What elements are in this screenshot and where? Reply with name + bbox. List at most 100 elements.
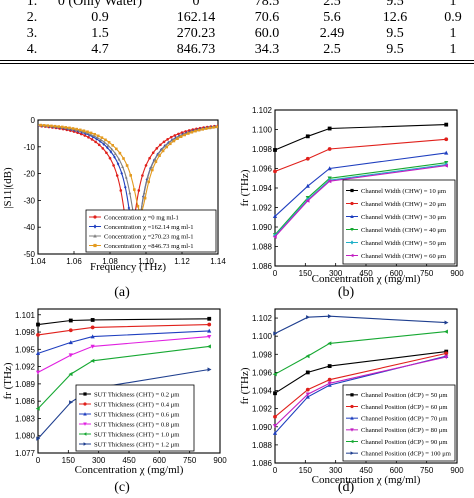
data-point — [68, 353, 73, 358]
table-cell: 34.3 — [254, 42, 280, 57]
data-point — [165, 145, 168, 149]
y-tick-label: -10 — [23, 143, 35, 152]
table-cell: 0.9 — [91, 10, 109, 25]
data-point — [82, 129, 86, 133]
data-point — [69, 400, 74, 405]
table-cell: 1 — [449, 42, 457, 57]
legend-label: Channel Position (dCP) = 80 μm — [361, 427, 448, 434]
y-tick-label: 1.100 — [252, 126, 273, 135]
data-point — [75, 127, 78, 131]
y-tick-label: 1.090 — [252, 223, 273, 232]
data-point — [305, 354, 310, 359]
legend-label: Channel Width (CHW) = 40 μm — [361, 227, 447, 234]
x-tick-label: 0 — [273, 269, 278, 278]
series-line — [274, 356, 447, 427]
table-cell: 1 — [449, 0, 457, 9]
data-point — [110, 147, 114, 151]
legend-label: SUT Thickness (CHT) = 0.2 μm — [94, 391, 180, 398]
y-tick-label: 1.102 — [252, 314, 273, 323]
data-point — [36, 322, 40, 327]
data-point — [273, 148, 277, 152]
legend-marker — [93, 224, 97, 229]
table-cell: 1. — [26, 0, 38, 9]
data-point — [183, 133, 186, 137]
data-point — [39, 123, 42, 127]
table-cell: 0 — [192, 0, 200, 9]
x-tick-label: 900 — [213, 456, 227, 465]
series-line — [38, 124, 218, 212]
data-point — [68, 126, 71, 130]
data-point — [305, 394, 310, 399]
legend-marker — [83, 402, 87, 406]
data-point — [90, 325, 95, 330]
data-point — [272, 234, 277, 239]
data-point — [444, 150, 449, 155]
y-tick-label: 1.102 — [252, 106, 273, 115]
legend-label: Channel Width (CHW) = 10 μm — [361, 188, 447, 195]
legend-label: SUT Thickness (CHT) = 0.8 μm — [94, 421, 180, 428]
data-point — [207, 322, 212, 327]
series-line — [37, 345, 210, 409]
data-point — [144, 164, 148, 167]
legend-marker — [83, 412, 87, 416]
data-point — [148, 156, 151, 160]
y-tick-label: 1.092 — [15, 363, 36, 372]
table-cell: 5.6 — [323, 10, 341, 25]
data-point — [120, 171, 123, 176]
legend-label: Channel Width (CHW) = 30 μm — [361, 214, 447, 221]
data-point — [43, 124, 46, 127]
data-point — [68, 371, 73, 377]
legend-marker — [350, 404, 354, 409]
data-point — [327, 377, 332, 382]
legend-label: Channel Position (dCP) = 50 μm — [361, 392, 448, 399]
data-point — [443, 329, 448, 334]
y-tick-label: 1.100 — [252, 332, 273, 341]
data-point — [176, 137, 179, 140]
series-line — [37, 318, 210, 326]
y-tick-label: 1.086 — [252, 459, 273, 468]
y-tick-label: -50 — [23, 250, 35, 259]
data-point — [122, 157, 125, 160]
legend-marker — [350, 253, 354, 258]
data-point — [36, 333, 40, 337]
series-line — [274, 162, 447, 236]
series-line — [274, 164, 447, 237]
data-point — [444, 351, 449, 356]
data-point — [166, 138, 169, 141]
series-group — [38, 123, 218, 243]
data-point — [87, 136, 90, 139]
y-tick-label: 1.077 — [15, 449, 36, 458]
panel-label-d: (d) — [337, 480, 355, 495]
legend-label: Concentration χ =846.73 mg ml-1 — [104, 243, 194, 250]
data-point — [89, 131, 93, 135]
data-point — [327, 179, 332, 184]
x-tick-label: 1.06 — [66, 257, 82, 266]
data-point — [273, 331, 278, 336]
legend-marker — [93, 215, 97, 219]
data-point — [305, 387, 310, 392]
legend-box — [85, 209, 217, 253]
x-tick-label: 450 — [359, 466, 373, 475]
y-tick-label: 1.094 — [252, 387, 273, 396]
panel-label-c: (c) — [114, 480, 130, 495]
data-point — [444, 137, 449, 142]
legend-label: SUT Thickness (CHT) = 0.6 μm — [94, 411, 180, 418]
data-point — [154, 160, 158, 164]
data-point — [149, 165, 153, 168]
data-point — [68, 318, 73, 323]
x-tick-label: 600 — [390, 269, 404, 278]
data-point — [137, 189, 141, 192]
table-cell: 846.73 — [176, 42, 216, 57]
data-point — [327, 166, 332, 171]
data-point — [35, 406, 40, 411]
table-cell: 162.14 — [176, 10, 216, 25]
y-tick-label: 1.096 — [252, 165, 273, 174]
data-point — [128, 191, 132, 195]
data-point — [124, 175, 128, 179]
legend-label: SUT Thickness (CHT) = 0.4 μm — [94, 401, 180, 408]
data-point — [272, 372, 277, 377]
data-point — [113, 155, 116, 159]
data-point — [46, 124, 50, 127]
data-point — [212, 126, 215, 129]
plot-frame — [37, 119, 219, 255]
